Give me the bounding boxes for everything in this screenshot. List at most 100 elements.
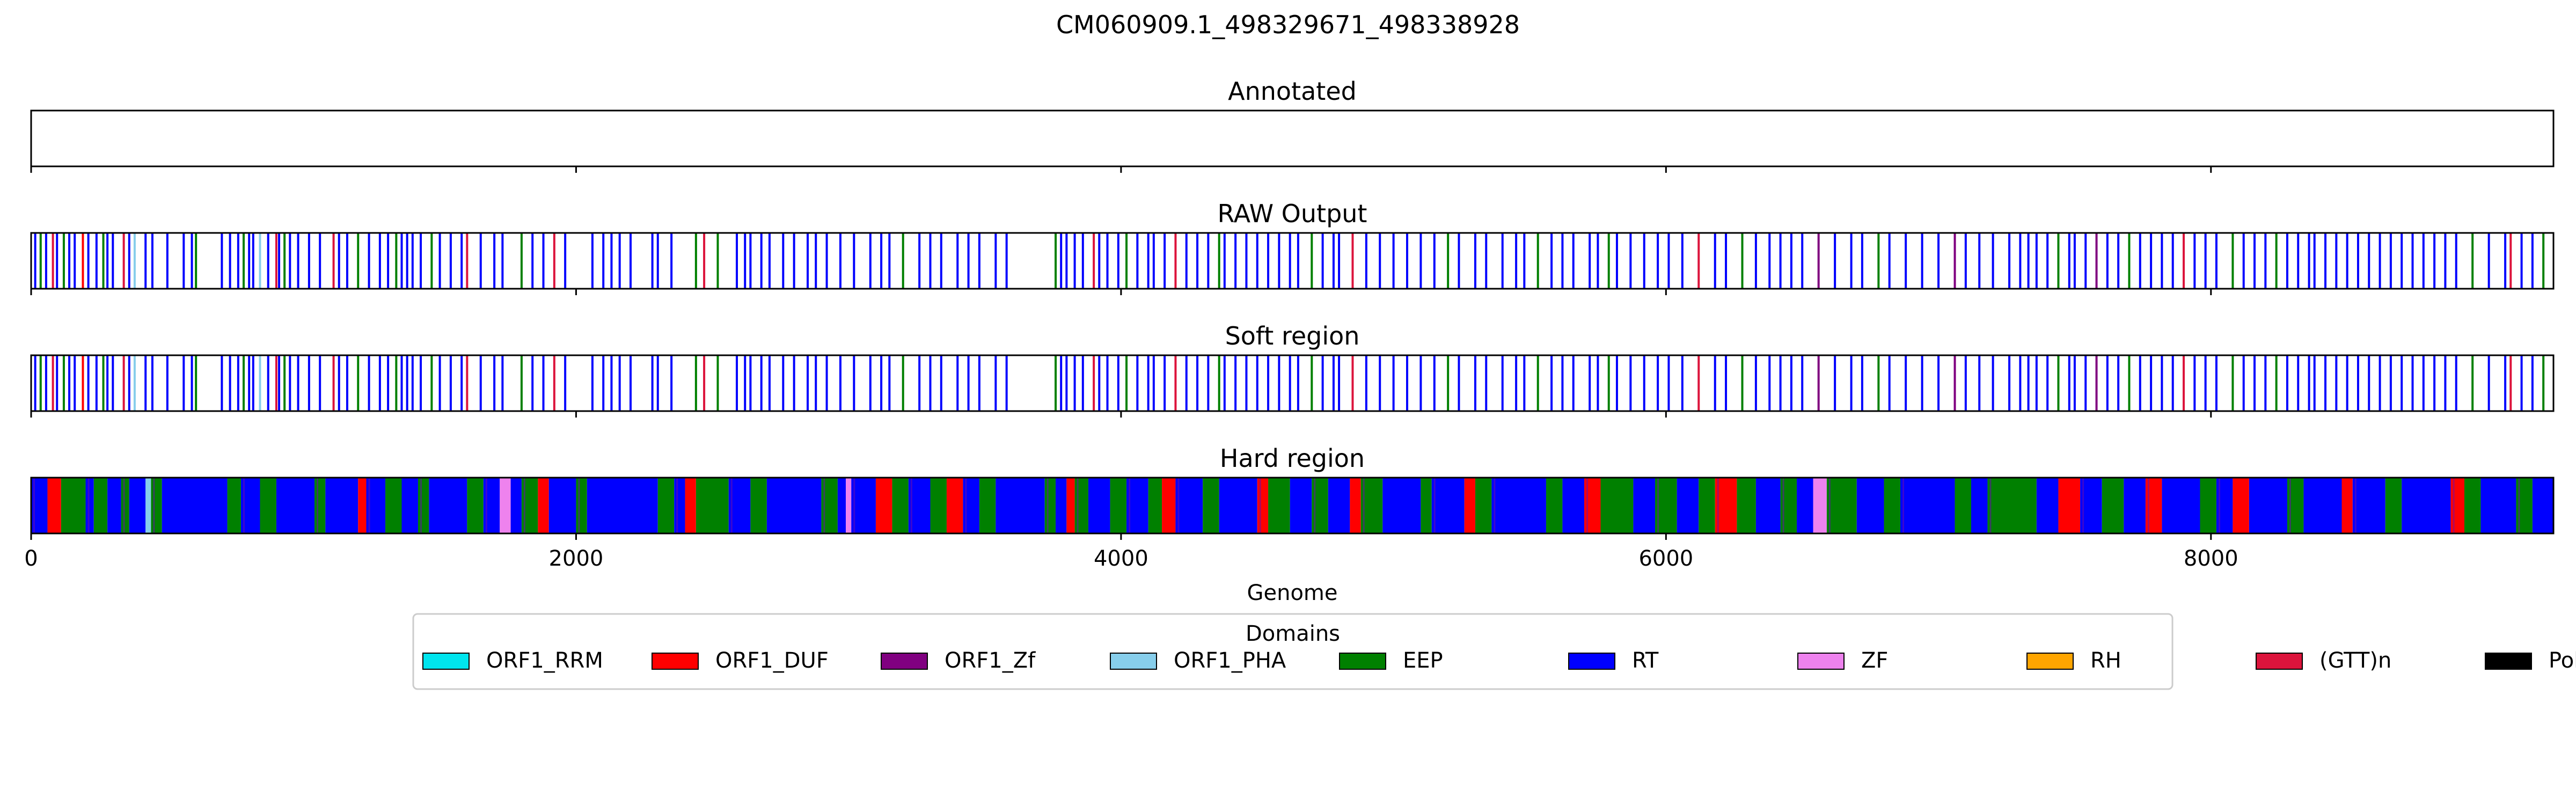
domain-region bbox=[1797, 478, 1813, 533]
domain-stripe bbox=[1989, 478, 1992, 533]
domain-hit bbox=[1419, 355, 1422, 411]
legend-label: ORF1_RRM bbox=[486, 648, 603, 673]
domain-hit bbox=[501, 355, 504, 411]
domain-hit bbox=[74, 355, 76, 411]
domain-hit bbox=[1801, 233, 1804, 289]
domain-hit bbox=[1311, 233, 1313, 289]
domain-stripe bbox=[578, 478, 580, 533]
domain-hit bbox=[493, 233, 496, 289]
domain-hit bbox=[918, 355, 921, 411]
domain-hit bbox=[466, 355, 469, 411]
domain-region bbox=[1074, 478, 1088, 533]
domain-hit bbox=[1714, 355, 1716, 411]
domain-hit bbox=[2531, 233, 2534, 289]
domain-hit bbox=[45, 355, 47, 411]
domain-region bbox=[1955, 478, 1971, 533]
domain-region bbox=[1826, 478, 1857, 533]
domain-hit bbox=[2286, 233, 2288, 289]
domain-region bbox=[1088, 478, 1110, 533]
domain-region bbox=[538, 478, 549, 533]
domain-region bbox=[548, 478, 576, 533]
domain-hit bbox=[102, 355, 105, 411]
domain-hit bbox=[1597, 233, 1599, 289]
panel-soft-region: Soft region bbox=[30, 321, 2555, 418]
domain-hit bbox=[1978, 355, 1981, 411]
domain-hit bbox=[82, 233, 84, 289]
domain-hit bbox=[1725, 233, 1728, 289]
domain-hit bbox=[368, 233, 370, 289]
domain-hit bbox=[1629, 233, 1632, 289]
domain-hit bbox=[853, 233, 855, 289]
domain-hit bbox=[782, 233, 785, 289]
legend-entry: PoliA bbox=[2485, 648, 2576, 673]
domain-hit bbox=[591, 355, 594, 411]
domain-hit bbox=[87, 233, 90, 289]
domain-region bbox=[2480, 478, 2516, 533]
domain-hit bbox=[2286, 355, 2288, 411]
domain-hit bbox=[1093, 355, 1095, 411]
domain-hit bbox=[378, 233, 381, 289]
domain-hit bbox=[564, 355, 567, 411]
domain-hit bbox=[1406, 355, 1409, 411]
domain-hit bbox=[2068, 233, 2070, 289]
domain-hit bbox=[151, 355, 153, 411]
domain-hit bbox=[1106, 233, 1109, 289]
domain-region bbox=[151, 478, 162, 533]
domain-hit bbox=[252, 233, 254, 289]
domain-hit bbox=[2297, 355, 2300, 411]
domain-hit bbox=[395, 233, 398, 289]
domain-stripe bbox=[2082, 478, 2084, 533]
domain-hit bbox=[542, 233, 545, 289]
domain-hit bbox=[2542, 355, 2545, 411]
domain-hit bbox=[1888, 355, 1891, 411]
domain-hit bbox=[82, 355, 84, 411]
domain-hit bbox=[1850, 233, 1853, 289]
domain-hit bbox=[144, 355, 147, 411]
domain-hit bbox=[1992, 233, 1994, 289]
domain-hit bbox=[166, 355, 169, 411]
domain-hit bbox=[542, 355, 545, 411]
domain-hit bbox=[56, 355, 58, 411]
domain-hit bbox=[1474, 355, 1476, 411]
domain-hit bbox=[1615, 233, 1618, 289]
domain-hit bbox=[259, 233, 261, 289]
domain-hit bbox=[1392, 233, 1395, 289]
domain-hit bbox=[2183, 355, 2185, 411]
domain-region bbox=[358, 478, 367, 533]
domain-hit bbox=[1256, 233, 1258, 289]
domain-hit bbox=[2379, 233, 2381, 289]
domain-region bbox=[1219, 478, 1257, 533]
domain-hit bbox=[744, 233, 747, 289]
legend-swatch bbox=[1797, 653, 1845, 670]
domain-hit bbox=[2308, 355, 2310, 411]
domain-hit bbox=[2401, 355, 2403, 411]
domain-region bbox=[2102, 478, 2124, 533]
domain-hit bbox=[1152, 355, 1155, 411]
domain-hit bbox=[1152, 233, 1155, 289]
panel-raw-output: RAW Output bbox=[30, 199, 2555, 295]
domain-hit bbox=[1657, 355, 1659, 411]
domain-region bbox=[1813, 478, 1827, 533]
domain-hit bbox=[1458, 233, 1460, 289]
domain-hit bbox=[501, 233, 504, 289]
domain-hit bbox=[749, 355, 752, 411]
domain-hit bbox=[2128, 355, 2131, 411]
domain-region bbox=[1056, 478, 1067, 533]
domain-hit bbox=[2504, 355, 2507, 411]
legend: Domains ORF1_RRM ORF1_DUF ORF1_Zf ORF1_PHA E… bbox=[412, 613, 2576, 690]
domain-hit bbox=[319, 355, 321, 411]
domain-hit bbox=[2106, 233, 2109, 289]
domain-region bbox=[61, 478, 86, 533]
domain-hit bbox=[2215, 233, 2218, 289]
domain-hit bbox=[1223, 233, 1226, 289]
domain-hit bbox=[1474, 233, 1476, 289]
domain-hit bbox=[929, 355, 932, 411]
domain-stripe bbox=[910, 478, 912, 533]
domain-hit bbox=[2204, 233, 2207, 289]
domain-region bbox=[685, 478, 696, 533]
domain-hit bbox=[34, 355, 36, 411]
domain-hit bbox=[629, 355, 632, 411]
domain-hit bbox=[2509, 355, 2512, 411]
panel-frame bbox=[30, 109, 2555, 167]
domain-hit bbox=[1921, 233, 1923, 289]
